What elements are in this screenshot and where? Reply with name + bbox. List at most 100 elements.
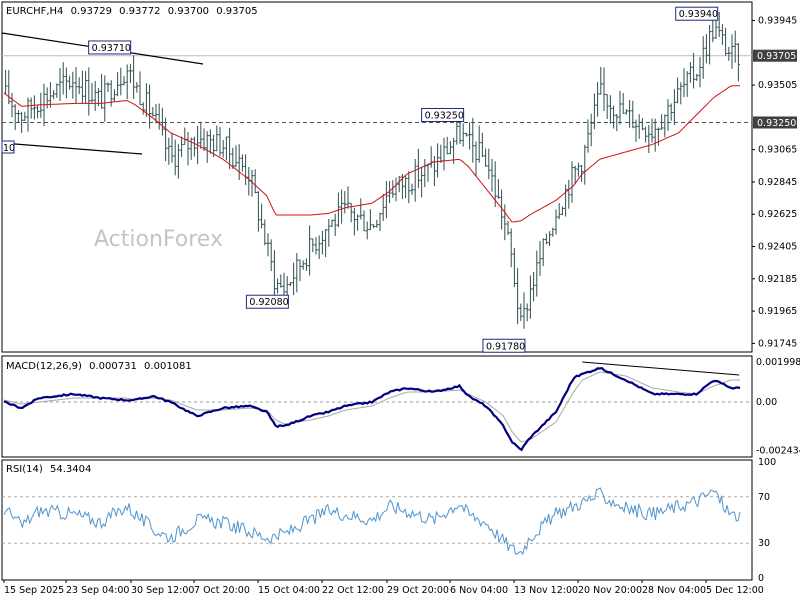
candle	[215, 125, 219, 152]
candle	[644, 126, 648, 143]
candle	[48, 82, 52, 108]
candle	[112, 89, 116, 103]
candle	[269, 239, 273, 272]
candle	[474, 141, 478, 177]
candle	[711, 17, 715, 43]
candle	[295, 253, 299, 293]
time-tick-label: 30 Sep 12:00	[131, 585, 194, 596]
candle	[692, 52, 696, 89]
time-tick-label: 28 Nov 04:00	[642, 585, 706, 596]
candle	[551, 227, 555, 237]
candle	[87, 67, 91, 116]
candle	[570, 161, 574, 203]
candle	[535, 250, 539, 297]
candle	[365, 221, 369, 240]
candle	[528, 275, 532, 319]
candle	[228, 128, 232, 170]
candle	[650, 118, 654, 143]
candle	[573, 165, 577, 185]
rsi-panel-frame	[1, 459, 753, 581]
annotation-label: 0.91780	[486, 341, 525, 352]
candle	[596, 81, 600, 117]
candle	[26, 97, 30, 132]
candle	[698, 57, 702, 88]
rsi-panel[interactable]: 100 70 30 0 RSI(14) 54.3404	[1, 457, 776, 584]
candle	[544, 233, 548, 245]
price-tick-label: 0.93505	[758, 80, 797, 91]
candle	[468, 122, 472, 150]
candle	[541, 238, 545, 267]
macd-trendline	[582, 361, 740, 376]
candle	[509, 228, 513, 268]
candle	[346, 186, 350, 209]
candle	[170, 132, 174, 163]
candle	[260, 203, 264, 229]
candle	[704, 34, 708, 64]
time-tick-label: 6 Nov 04:00	[450, 585, 508, 596]
candle	[496, 179, 500, 199]
svg-text:0.93250: 0.93250	[757, 118, 796, 129]
open-value: 0.93729	[71, 6, 112, 17]
candle	[618, 90, 622, 125]
candle	[141, 102, 145, 115]
candle	[672, 89, 676, 126]
candle	[55, 83, 59, 98]
rsi-tick-label: 30	[758, 538, 770, 549]
candle	[519, 303, 523, 321]
macd-panel[interactable]: 0.001998 0.00 -0.002434 MACD(12,26,9) 0.00…	[1, 355, 800, 458]
candle	[279, 274, 283, 288]
annotation-label: 0.92080	[249, 297, 288, 308]
symbol-ohlc-header: EURCHF,H4 0.93729 0.93772 0.93700 0.9370…	[6, 6, 258, 17]
candle	[375, 219, 379, 228]
candle	[256, 191, 260, 232]
low-value: 0.93700	[168, 6, 209, 17]
close-value: 0.93705	[216, 6, 257, 17]
candle	[676, 77, 680, 104]
candle	[330, 219, 334, 227]
candle	[663, 114, 667, 138]
candle	[429, 146, 433, 168]
candle	[64, 67, 68, 99]
candle	[221, 140, 225, 158]
time-tick-label: 22 Oct 12:00	[322, 585, 384, 596]
candle	[477, 125, 481, 163]
candle	[292, 262, 296, 296]
candle	[176, 144, 180, 179]
candle	[208, 129, 212, 154]
candle	[359, 198, 363, 220]
candle	[586, 119, 590, 153]
candle	[29, 97, 33, 119]
candle	[151, 107, 155, 117]
candle	[173, 139, 177, 176]
candle	[397, 176, 401, 193]
candle	[237, 144, 241, 180]
candle	[356, 214, 360, 231]
candle	[253, 169, 257, 194]
candle	[16, 110, 20, 123]
candle	[637, 114, 641, 139]
price-tick-label: 0.92185	[758, 274, 797, 285]
candle	[420, 166, 424, 198]
price-annotation: 0.93250	[421, 107, 465, 122]
price-panel[interactable]: ActionForex 0.93945 0.93505 0.93065 0.92845…	[1, 1, 797, 353]
candle	[682, 68, 686, 98]
candle	[384, 181, 388, 219]
annotation-label: 0.93940	[679, 9, 718, 20]
price-tick-label: 0.91745	[758, 338, 797, 349]
candle	[381, 193, 385, 221]
rsi-tick-label: 70	[758, 492, 770, 503]
candle	[186, 132, 190, 166]
time-tick-label: 15 Oct 04:00	[258, 585, 320, 596]
annotation-label: 0.93250	[425, 110, 464, 121]
candle	[388, 180, 392, 204]
candle	[58, 67, 62, 101]
candle	[122, 76, 126, 86]
candle	[157, 103, 161, 130]
candle	[576, 162, 580, 177]
macd-value-1: 0.000731	[89, 361, 137, 372]
price-tick-label: 0.92405	[758, 242, 797, 253]
candle	[164, 117, 168, 162]
candle	[106, 82, 110, 93]
candle	[212, 134, 216, 158]
candle	[192, 136, 196, 157]
